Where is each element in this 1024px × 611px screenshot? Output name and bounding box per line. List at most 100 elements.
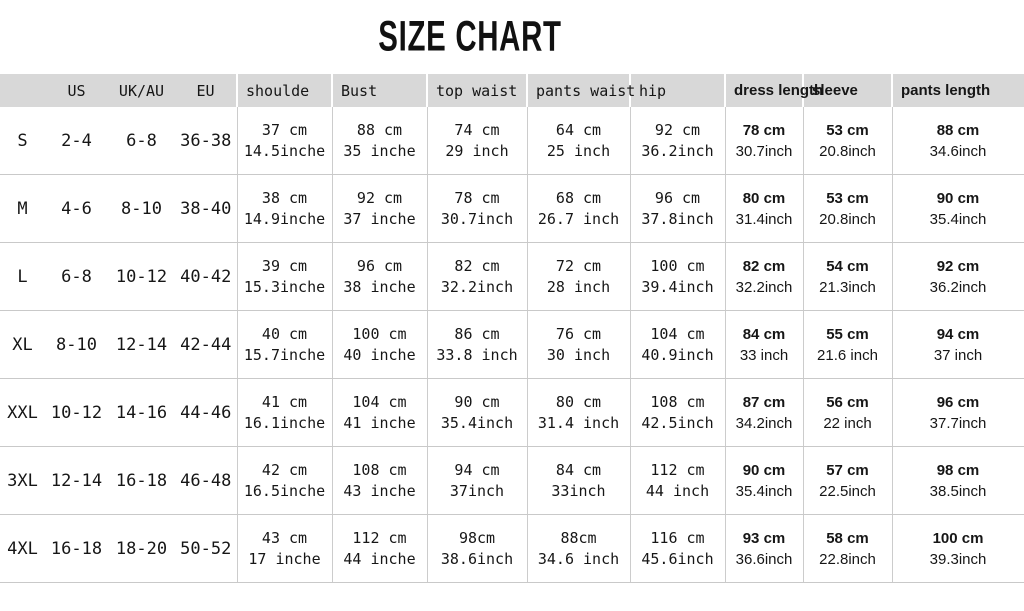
measurement-cell: 87 cm 34.2inch bbox=[724, 378, 803, 447]
inch-value: 15.3inche bbox=[243, 277, 326, 296]
uk-au-value: 12-14 bbox=[108, 310, 175, 379]
measurement-cell: 37 cm 14.5inche bbox=[236, 107, 332, 175]
size-label: S bbox=[0, 107, 45, 175]
header-uk-au: UK/AU bbox=[108, 74, 175, 107]
inch-value: 31.4inch bbox=[735, 210, 793, 228]
measurement-cell: 86 cm 33.8 inch bbox=[426, 310, 527, 379]
cm-value: 53 cm bbox=[826, 189, 869, 207]
cm-value: 53 cm bbox=[826, 121, 869, 139]
header-top-waist: top waist bbox=[426, 74, 527, 107]
inch-value: 30.7inch bbox=[735, 142, 793, 160]
inch-value: 15.7inche bbox=[243, 345, 326, 364]
inch-value: 22.5inch bbox=[819, 482, 876, 500]
inch-value: 35.4inch bbox=[440, 413, 514, 432]
header-hip: hip bbox=[629, 74, 725, 107]
measurement-cell: 104 cm 41 inche bbox=[331, 378, 427, 447]
us-value: 6-8 bbox=[45, 242, 108, 311]
cm-value: 56 cm bbox=[826, 393, 869, 411]
table-header: US UK/AU EU shoulde Bust top waist pants… bbox=[0, 74, 1024, 107]
cm-value: 112 cm bbox=[650, 460, 705, 479]
cm-value: 90 cm bbox=[742, 461, 786, 479]
cm-value: 84 cm bbox=[555, 460, 602, 479]
cm-value: 39 cm bbox=[261, 256, 308, 275]
us-value: 4-6 bbox=[45, 174, 108, 243]
inch-value: 21.3inch bbox=[819, 278, 876, 296]
cm-value: 94 cm bbox=[936, 325, 980, 343]
inch-value: 39.4inch bbox=[641, 277, 714, 296]
table-body: S 2-4 6-8 36-38 37 cm 14.5inche 88 cm 35 inche 7… bbox=[0, 107, 1024, 583]
cm-value: 104 cm bbox=[650, 324, 705, 343]
measurement-cell: 64 cm 25 inch bbox=[526, 107, 630, 175]
cm-value: 57 cm bbox=[826, 461, 869, 479]
inch-value: 34.6 inch bbox=[537, 549, 620, 568]
measurement-cell: 100 cm 39.3inch bbox=[891, 514, 1024, 583]
measurement-cell: 92 cm 36.2inch bbox=[629, 107, 725, 175]
table-row: 3XL 12-14 16-18 46-48 42 cm 16.5inche 108 cm 43… bbox=[0, 446, 1024, 515]
inch-value: 40 inche bbox=[343, 345, 416, 364]
cm-value: 78 cm bbox=[742, 121, 786, 139]
cm-value: 90 cm bbox=[936, 189, 980, 207]
inch-value: 16.5inche bbox=[243, 481, 326, 500]
cm-value: 100 cm bbox=[932, 529, 984, 547]
cm-value: 42 cm bbox=[261, 460, 308, 479]
us-value: 10-12 bbox=[45, 378, 108, 447]
inch-value: 34.2inch bbox=[735, 414, 793, 432]
cm-value: 108 cm bbox=[352, 460, 407, 479]
cm-value: 72 cm bbox=[555, 256, 602, 275]
measurement-cell: 78 cm 30.7inch bbox=[426, 174, 527, 243]
measurement-cell: 108 cm 42.5inch bbox=[629, 378, 725, 447]
measurement-cell: 100 cm 39.4inch bbox=[629, 242, 725, 311]
inch-value: 22.8inch bbox=[819, 550, 876, 568]
measurement-cell: 72 cm 28 inch bbox=[526, 242, 630, 311]
measurement-cell: 56 cm 22 inch bbox=[802, 378, 892, 447]
cm-value: 80 cm bbox=[555, 392, 602, 411]
cm-value: 93 cm bbox=[742, 529, 786, 547]
measurement-cell: 93 cm 36.6inch bbox=[724, 514, 803, 583]
cm-value: 92 cm bbox=[936, 257, 980, 275]
inch-value: 14.5inche bbox=[243, 141, 326, 160]
inch-value: 39.3inch bbox=[929, 550, 987, 568]
inch-value: 35.4inch bbox=[929, 210, 987, 228]
inch-value: 37 inche bbox=[343, 209, 416, 228]
us-value: 12-14 bbox=[45, 446, 108, 515]
cm-value: 37 cm bbox=[261, 120, 308, 139]
measurement-cell: 92 cm 36.2inch bbox=[891, 242, 1024, 311]
measurement-cell: 53 cm 20.8inch bbox=[802, 107, 892, 175]
inch-value: 36.2inch bbox=[641, 141, 714, 160]
cm-value: 88 cm bbox=[936, 121, 980, 139]
measurement-cell: 41 cm 16.1inche bbox=[236, 378, 332, 447]
measurement-cell: 112 cm 44 inch bbox=[629, 446, 725, 515]
table-row: L 6-8 10-12 40-42 39 cm 15.3inche 96 cm 38 inch… bbox=[0, 242, 1024, 311]
cm-value: 54 cm bbox=[826, 257, 869, 275]
inch-value: 16.1inche bbox=[243, 413, 326, 432]
measurement-cell: 74 cm 29 inch bbox=[426, 107, 527, 175]
measurement-cell: 53 cm 20.8inch bbox=[802, 174, 892, 243]
cm-value: 41 cm bbox=[261, 392, 308, 411]
cm-value: 94 cm bbox=[454, 460, 500, 479]
inch-value: 30.7inch bbox=[440, 209, 514, 228]
cm-value: 100 cm bbox=[352, 324, 407, 343]
measurement-cell: 116 cm 45.6inch bbox=[629, 514, 725, 583]
measurement-cell: 108 cm 43 inche bbox=[331, 446, 427, 515]
header-dress-length: dress length bbox=[724, 74, 823, 107]
size-chart-table: US UK/AU EU shoulde Bust top waist pants… bbox=[0, 74, 1024, 583]
cm-value: 38 cm bbox=[261, 188, 308, 207]
cm-value: 96 cm bbox=[356, 256, 403, 275]
size-label: L bbox=[0, 242, 45, 311]
eu-value: 36-38 bbox=[175, 107, 237, 175]
cm-value: 90 cm bbox=[454, 392, 500, 411]
header-pants-waist: pants waist bbox=[526, 74, 635, 107]
inch-value: 40.9inch bbox=[641, 345, 714, 364]
header-shoulder: shoulde bbox=[236, 74, 332, 107]
cm-value: 96 cm bbox=[936, 393, 980, 411]
measurement-cell: 40 cm 15.7inche bbox=[236, 310, 332, 379]
header-pants-length: pants length bbox=[891, 74, 1024, 107]
cm-value: 88 cm bbox=[356, 120, 403, 139]
cm-value: 64 cm bbox=[555, 120, 602, 139]
uk-au-value: 10-12 bbox=[108, 242, 175, 311]
header-us: US bbox=[45, 74, 108, 107]
inch-value: 45.6inch bbox=[641, 549, 714, 568]
measurement-cell: 80 cm 31.4inch bbox=[724, 174, 803, 243]
inch-value: 14.9inche bbox=[243, 209, 326, 228]
cm-value: 92 cm bbox=[654, 120, 701, 139]
